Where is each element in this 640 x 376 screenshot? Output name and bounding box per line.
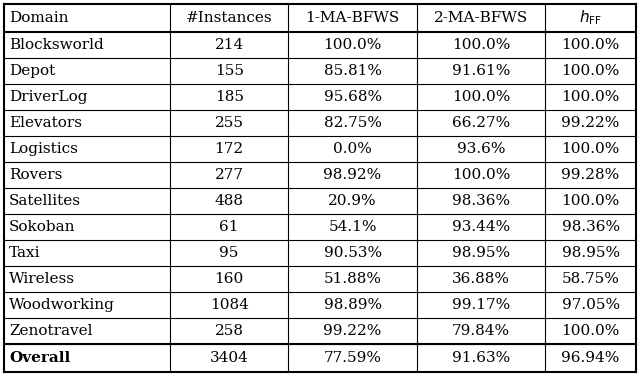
Text: 99.22%: 99.22%: [561, 116, 620, 130]
Text: Domain: Domain: [9, 11, 68, 25]
Text: Satellites: Satellites: [9, 194, 81, 208]
Text: 488: 488: [214, 194, 244, 208]
Text: 258: 258: [214, 324, 244, 338]
Text: 185: 185: [214, 90, 244, 104]
Text: 100.0%: 100.0%: [561, 64, 620, 78]
Text: 100.0%: 100.0%: [561, 324, 620, 338]
Text: Rovers: Rovers: [9, 168, 63, 182]
Text: 51.88%: 51.88%: [324, 272, 381, 286]
Text: 160: 160: [214, 272, 244, 286]
Text: 58.75%: 58.75%: [562, 272, 620, 286]
Text: 100.0%: 100.0%: [561, 194, 620, 208]
Text: 0.0%: 0.0%: [333, 142, 372, 156]
Text: 98.95%: 98.95%: [561, 246, 620, 260]
Text: 66.27%: 66.27%: [452, 116, 510, 130]
Text: Elevators: Elevators: [9, 116, 82, 130]
Text: 79.84%: 79.84%: [452, 324, 510, 338]
Text: 97.05%: 97.05%: [561, 298, 620, 312]
Text: 99.17%: 99.17%: [452, 298, 510, 312]
Text: 90.53%: 90.53%: [324, 246, 381, 260]
Text: 20.9%: 20.9%: [328, 194, 377, 208]
Text: 277: 277: [214, 168, 244, 182]
Text: 98.89%: 98.89%: [324, 298, 381, 312]
Text: 93.44%: 93.44%: [452, 220, 510, 234]
Text: Zenotravel: Zenotravel: [9, 324, 93, 338]
Text: Depot: Depot: [9, 64, 56, 78]
Text: 2-MA-BFWS: 2-MA-BFWS: [434, 11, 528, 25]
Text: 100.0%: 100.0%: [452, 90, 510, 104]
Text: 100.0%: 100.0%: [323, 38, 382, 52]
Text: Taxi: Taxi: [9, 246, 40, 260]
Text: Woodworking: Woodworking: [9, 298, 115, 312]
Text: 36.88%: 36.88%: [452, 272, 510, 286]
Text: 96.94%: 96.94%: [561, 351, 620, 365]
Text: 100.0%: 100.0%: [452, 168, 510, 182]
Text: 99.22%: 99.22%: [323, 324, 382, 338]
Text: 155: 155: [214, 64, 244, 78]
Text: 91.61%: 91.61%: [452, 64, 510, 78]
Text: $h_{\mathrm{FF}}$: $h_{\mathrm{FF}}$: [579, 9, 602, 27]
Text: Blocksworld: Blocksworld: [9, 38, 104, 52]
Text: 91.63%: 91.63%: [452, 351, 510, 365]
Text: Sokoban: Sokoban: [9, 220, 76, 234]
Text: 95: 95: [220, 246, 239, 260]
Text: 100.0%: 100.0%: [561, 90, 620, 104]
Text: 77.59%: 77.59%: [324, 351, 381, 365]
Text: Wireless: Wireless: [9, 272, 75, 286]
Text: 98.95%: 98.95%: [452, 246, 510, 260]
Text: 255: 255: [214, 116, 244, 130]
Text: 100.0%: 100.0%: [561, 142, 620, 156]
Text: 54.1%: 54.1%: [328, 220, 377, 234]
Text: 1084: 1084: [210, 298, 248, 312]
Text: 3404: 3404: [210, 351, 248, 365]
Text: 172: 172: [214, 142, 244, 156]
Text: DriverLog: DriverLog: [9, 90, 88, 104]
Text: 99.28%: 99.28%: [561, 168, 620, 182]
Text: 61: 61: [220, 220, 239, 234]
Text: 100.0%: 100.0%: [561, 38, 620, 52]
Text: 95.68%: 95.68%: [324, 90, 381, 104]
Text: #Instances: #Instances: [186, 11, 273, 25]
Text: 98.36%: 98.36%: [452, 194, 510, 208]
Text: 1-MA-BFWS: 1-MA-BFWS: [305, 11, 400, 25]
Text: 85.81%: 85.81%: [324, 64, 381, 78]
Text: 93.6%: 93.6%: [457, 142, 505, 156]
Text: 98.36%: 98.36%: [561, 220, 620, 234]
Text: Logistics: Logistics: [9, 142, 78, 156]
Text: 100.0%: 100.0%: [452, 38, 510, 52]
Text: Overall: Overall: [9, 351, 70, 365]
Text: 98.92%: 98.92%: [323, 168, 381, 182]
Text: 82.75%: 82.75%: [324, 116, 381, 130]
Text: 214: 214: [214, 38, 244, 52]
